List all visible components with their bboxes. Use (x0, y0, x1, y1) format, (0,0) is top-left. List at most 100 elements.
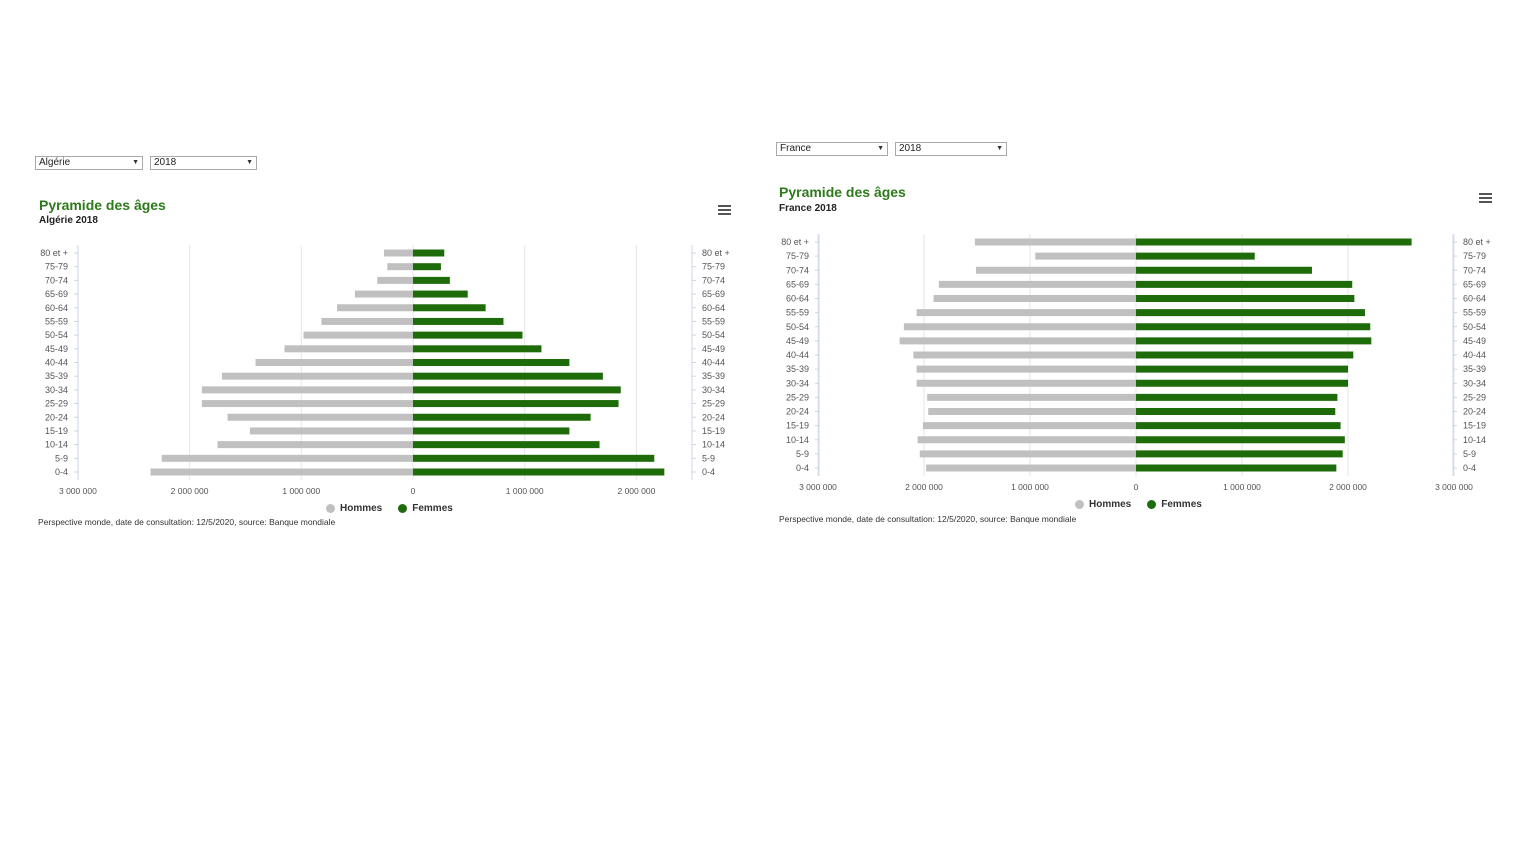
bar-hommes (249, 427, 413, 435)
bar-hommes (387, 263, 413, 271)
y-tick-label-left: 50-54 (786, 322, 809, 332)
bar-hommes (201, 386, 413, 394)
y-tick-label-left: 60-64 (45, 303, 68, 313)
y-tick-label-left: 80 et + (40, 248, 68, 258)
y-tick-label-left: 65-69 (45, 289, 68, 299)
chart-subtitle: Algérie 2018 (39, 215, 98, 226)
bar-femmes (1136, 295, 1355, 302)
bar-femmes (1136, 252, 1255, 260)
y-tick-label-right: 30-34 (702, 385, 725, 395)
x-tick-label: 1 000 000 (282, 486, 320, 496)
y-tick-label-right: 30-34 (1463, 378, 1486, 388)
bar-femmes (1136, 450, 1343, 458)
bar-femmes (413, 304, 486, 312)
legend-label: Femmes (412, 503, 453, 514)
y-tick-label-left: 5-9 (55, 453, 68, 463)
chevron-down-icon: ▼ (246, 159, 253, 166)
bar-hommes (916, 365, 1136, 373)
hamburger-menu-icon[interactable] (718, 205, 731, 216)
x-tick-label: 0 (1134, 482, 1139, 492)
country-select[interactable]: France ▼ (776, 142, 888, 156)
hamburger-menu-icon[interactable] (1479, 193, 1492, 204)
chart-title: Pyramide des âges (779, 184, 906, 200)
bar-hommes (938, 280, 1136, 288)
selectors-row: Algérie ▼ 2018 ▼ (35, 156, 257, 170)
y-tick-label-right: 0-4 (702, 467, 715, 477)
bar-hommes (221, 372, 413, 380)
bar-hommes (916, 379, 1136, 387)
year-select[interactable]: 2018 ▼ (895, 142, 1007, 156)
y-tick-label-left: 45-49 (786, 336, 809, 346)
bar-hommes (321, 317, 413, 325)
bar-femmes (413, 454, 655, 462)
y-tick-label-left: 15-19 (45, 426, 68, 436)
y-tick-label-left: 25-29 (786, 392, 809, 402)
y-tick-label-right: 40-44 (702, 358, 725, 368)
legend-dot-icon (326, 504, 335, 513)
y-tick-label-left: 25-29 (45, 399, 68, 409)
year-select[interactable]: 2018 ▼ (150, 156, 257, 170)
y-tick-label-right: 5-9 (1463, 449, 1476, 459)
legend-label: Hommes (340, 503, 383, 514)
legend-item-femmes[interactable]: Femmes (398, 503, 453, 514)
bar-hommes (150, 468, 413, 476)
bar-hommes (255, 359, 413, 366)
y-tick-label-right: 50-54 (702, 330, 725, 340)
legend-item-femmes[interactable]: Femmes (1147, 499, 1202, 510)
x-tick-label: 3 000 000 (799, 482, 837, 492)
chart-legend: Hommes Femmes (326, 503, 453, 514)
bar-femmes (1136, 309, 1365, 317)
y-tick-label-right: 80 et + (1463, 237, 1491, 247)
x-tick-label: 3 000 000 (59, 486, 97, 496)
bar-hommes (337, 304, 413, 312)
y-tick-label-right: 10-14 (1463, 435, 1486, 445)
y-tick-label-right: 75-79 (1463, 251, 1486, 261)
y-tick-label-left: 0-4 (55, 467, 68, 477)
legend-item-hommes[interactable]: Hommes (326, 503, 382, 514)
x-tick-label: 0 (411, 486, 416, 496)
country-select[interactable]: Algérie ▼ (35, 156, 143, 170)
bar-femmes (413, 468, 665, 476)
chart-credit[interactable]: Perspective monde, date de consultation:… (779, 514, 1077, 524)
y-tick-label-right: 25-29 (1463, 392, 1486, 402)
chart-credit[interactable]: Perspective monde, date de consultation:… (38, 517, 336, 527)
bar-femmes (1136, 323, 1371, 331)
y-tick-label-left: 75-79 (45, 262, 68, 272)
y-tick-label-left: 10-14 (786, 435, 809, 445)
y-tick-label-right: 15-19 (702, 426, 725, 436)
y-tick-label-left: 80 et + (781, 237, 809, 247)
country-select-value: Algérie (39, 157, 71, 168)
x-tick-label: 2 000 000 (905, 482, 943, 492)
y-tick-label-left: 70-74 (786, 265, 809, 275)
chevron-down-icon: ▼ (877, 145, 884, 152)
y-tick-label-left: 30-34 (45, 385, 68, 395)
bar-femmes (413, 317, 504, 325)
chart-title: Pyramide des âges (39, 197, 166, 213)
y-tick-label-right: 40-44 (1463, 350, 1486, 360)
chart-legend: Hommes Femmes (1075, 499, 1202, 510)
chevron-down-icon: ▼ (996, 145, 1003, 152)
bar-hommes (383, 249, 413, 257)
y-tick-label-right: 0-4 (1463, 463, 1476, 473)
y-tick-label-left: 45-49 (45, 344, 68, 354)
y-tick-label-right: 65-69 (1463, 279, 1486, 289)
bar-femmes (1136, 464, 1337, 472)
y-tick-label-left: 5-9 (796, 449, 809, 459)
bar-hommes (927, 393, 1136, 401)
y-tick-label-left: 70-74 (45, 275, 68, 285)
y-tick-label-right: 35-39 (702, 371, 725, 381)
y-tick-label-left: 55-59 (45, 316, 68, 326)
bar-hommes (903, 323, 1136, 331)
bar-femmes (413, 359, 570, 366)
legend-label: Hommes (1089, 499, 1132, 510)
bar-hommes (201, 400, 413, 408)
bar-femmes (1136, 337, 1372, 345)
x-tick-label: 3 000 000 (1435, 482, 1473, 492)
y-tick-label-right: 70-74 (702, 275, 725, 285)
x-tick-label: 2 000 000 (617, 486, 655, 496)
bar-hommes (284, 345, 413, 353)
y-tick-label-right: 20-24 (702, 412, 725, 422)
y-tick-label-right: 10-14 (702, 440, 725, 450)
legend-item-hommes[interactable]: Hommes (1075, 499, 1131, 510)
